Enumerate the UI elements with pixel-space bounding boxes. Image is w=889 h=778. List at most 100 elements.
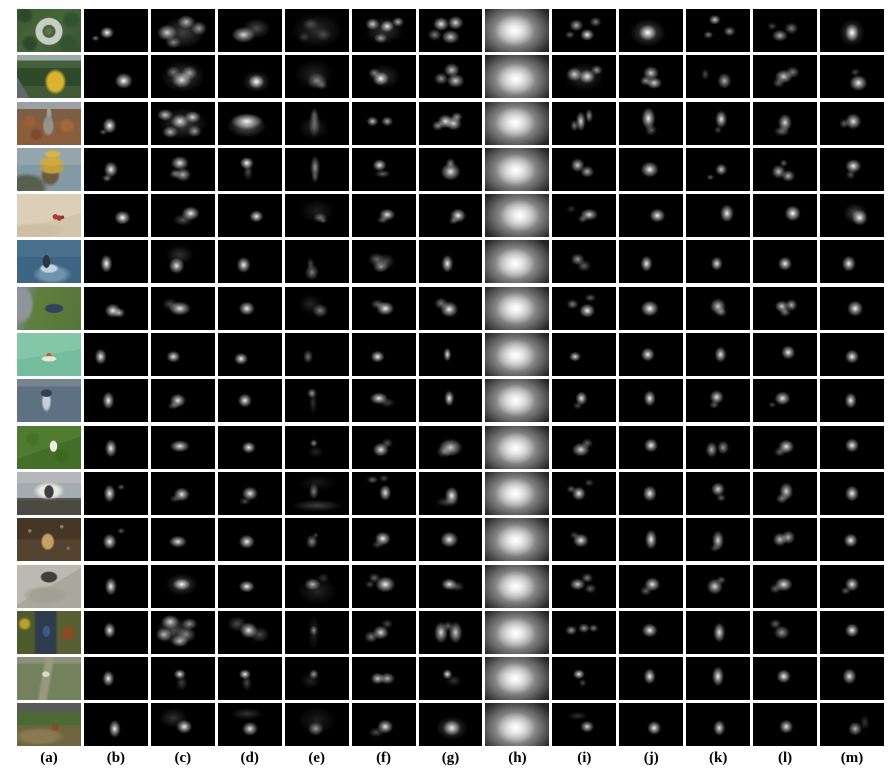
saliency-map-c-row3 [150, 101, 215, 145]
saliency-map-d-row12 [217, 518, 282, 562]
saliency-map-i-row6 [552, 240, 617, 284]
saliency-map-c-row6 [150, 240, 215, 284]
saliency-map-c-row9 [150, 379, 215, 423]
saliency-map-l-row1 [753, 9, 818, 52]
column-label-h: (h) [508, 750, 527, 766]
saliency-map-f-row13 [351, 564, 416, 608]
saliency-map-g-row3 [418, 101, 483, 145]
saliency-map-d-row6 [217, 240, 282, 284]
saliency-map-b-row5 [83, 194, 148, 238]
photo-thumbnail-surfer-turquoise-water [17, 333, 81, 377]
saliency-map-l-row2 [753, 55, 818, 99]
saliency-map-m-row15 [820, 657, 884, 701]
saliency-map-m-row14 [820, 610, 884, 654]
photo-thumbnail-deer-dark-field [17, 518, 81, 562]
saliency-map-l-row12 [753, 518, 818, 562]
saliency-map-l-row11 [753, 471, 818, 515]
saliency-map-c-row15 [150, 657, 215, 701]
photo-thumbnail-yellow-pagoda-road [17, 55, 81, 99]
saliency-map-g-row4 [418, 147, 483, 191]
saliency-map-m-row2 [820, 55, 884, 99]
saliency-map-d-row15 [217, 657, 282, 701]
saliency-map-g-row16 [418, 703, 483, 747]
saliency-map-h-row7 [485, 286, 550, 330]
saliency-map-h-row5 [485, 194, 550, 238]
column-label-f: (f) [376, 750, 392, 766]
saliency-map-d-row3 [217, 101, 282, 145]
saliency-map-i-row1 [552, 9, 617, 52]
saliency-map-c-row13 [150, 564, 215, 608]
saliency-map-c-row10 [150, 425, 215, 469]
saliency-map-m-row12 [820, 518, 884, 562]
saliency-map-h-row15 [485, 657, 550, 701]
saliency-map-g-row10 [418, 425, 483, 469]
saliency-map-d-row7 [217, 286, 282, 330]
saliency-map-l-row6 [753, 240, 818, 284]
saliency-map-i-row16 [552, 703, 617, 747]
saliency-map-h-row3 [485, 101, 550, 145]
saliency-map-i-row8 [552, 333, 617, 377]
photo-thumbnail-vehicle-rocky-terrain [17, 564, 81, 608]
saliency-map-j-row5 [619, 194, 684, 238]
column-label-k: (k) [709, 750, 728, 766]
saliency-map-j-row11 [619, 471, 684, 515]
saliency-map-e-row12 [284, 518, 349, 562]
saliency-map-k-row11 [686, 471, 751, 515]
saliency-map-e-row7 [284, 286, 349, 330]
saliency-map-i-row3 [552, 101, 617, 145]
column-label-d: (d) [240, 750, 259, 766]
saliency-map-b-row12 [83, 518, 148, 562]
saliency-map-j-row1 [619, 9, 684, 52]
saliency-map-d-row16 [217, 703, 282, 747]
saliency-map-k-row13 [686, 564, 751, 608]
photo-thumbnail-flyboarder-ocean [17, 240, 81, 284]
saliency-map-m-row13 [820, 564, 884, 608]
saliency-map-f-row6 [351, 240, 416, 284]
saliency-map-k-row12 [686, 518, 751, 562]
saliency-map-j-row8 [619, 333, 684, 377]
saliency-map-c-row1 [150, 9, 215, 52]
saliency-map-j-row2 [619, 55, 684, 99]
saliency-map-j-row15 [619, 657, 684, 701]
saliency-map-j-row3 [619, 101, 684, 145]
saliency-map-d-row4 [217, 147, 282, 191]
saliency-map-i-row7 [552, 286, 617, 330]
saliency-map-h-row4 [485, 147, 550, 191]
photo-thumbnail-statue-tower-autumn [17, 101, 81, 145]
saliency-map-g-row1 [418, 9, 483, 52]
saliency-map-g-row2 [418, 55, 483, 99]
saliency-map-j-row9 [619, 379, 684, 423]
saliency-map-c-row8 [150, 333, 215, 377]
saliency-map-b-row10 [83, 425, 148, 469]
saliency-map-l-row16 [753, 703, 818, 747]
saliency-map-g-row5 [418, 194, 483, 238]
saliency-map-h-row10 [485, 425, 550, 469]
saliency-map-j-row10 [619, 425, 684, 469]
saliency-map-l-row3 [753, 101, 818, 145]
saliency-map-f-row9 [351, 379, 416, 423]
saliency-map-c-row2 [150, 55, 215, 99]
saliency-map-b-row8 [83, 333, 148, 377]
column-label-g: (g) [441, 750, 460, 766]
saliency-map-k-row9 [686, 379, 751, 423]
saliency-map-j-row16 [619, 703, 684, 747]
saliency-map-i-row14 [552, 610, 617, 654]
saliency-map-d-row10 [217, 425, 282, 469]
saliency-map-f-row12 [351, 518, 416, 562]
saliency-map-g-row13 [418, 564, 483, 608]
saliency-map-l-row10 [753, 425, 818, 469]
saliency-map-l-row13 [753, 564, 818, 608]
saliency-map-b-row7 [83, 286, 148, 330]
saliency-map-i-row5 [552, 194, 617, 238]
saliency-map-k-row1 [686, 9, 751, 52]
saliency-map-k-row14 [686, 610, 751, 654]
saliency-map-j-row7 [619, 286, 684, 330]
saliency-map-d-row8 [217, 333, 282, 377]
photo-thumbnail-white-bird-foliage [17, 425, 81, 469]
saliency-map-h-row16 [485, 703, 550, 747]
saliency-map-h-row9 [485, 379, 550, 423]
saliency-map-m-row6 [820, 240, 884, 284]
saliency-map-m-row3 [820, 101, 884, 145]
saliency-map-b-row9 [83, 379, 148, 423]
saliency-map-i-row15 [552, 657, 617, 701]
